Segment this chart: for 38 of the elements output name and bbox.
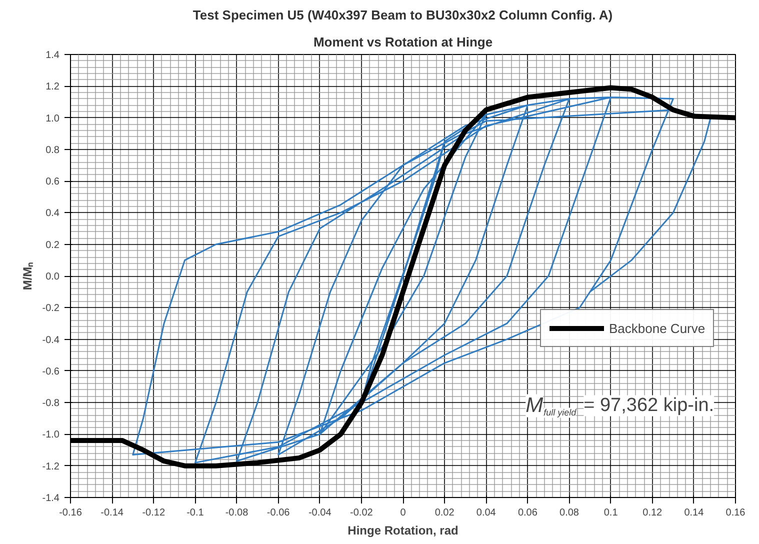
x-tick-label: 0.02 bbox=[434, 508, 455, 518]
x-tick-label: -0.16 bbox=[59, 508, 82, 518]
y-tick-label: -0.6 bbox=[42, 366, 60, 378]
x-tick-label: 0.14 bbox=[684, 508, 704, 518]
x-tick-label: -0.1 bbox=[186, 508, 204, 518]
x-tick-label: 0.08 bbox=[560, 508, 580, 518]
x-tick-label: 0.16 bbox=[726, 508, 746, 518]
y-tick-label: 0.4 bbox=[46, 208, 60, 220]
chart-title: Test Specimen U5 (W40x397 Beam to BU30x30x2 Column Config. A) bbox=[192, 8, 613, 22]
y-tick-label: 1.2 bbox=[46, 82, 60, 93]
y-tick-label: 0.6 bbox=[46, 176, 60, 188]
x-tick-label: -0.08 bbox=[225, 508, 249, 518]
x-tick-label: 0 bbox=[400, 508, 406, 518]
x-tick-label: 0.06 bbox=[518, 508, 538, 518]
y-tick-label: 0.8 bbox=[46, 144, 60, 156]
y-axis-title: M/Mₙ bbox=[20, 262, 34, 290]
y-tick-label: 1.4 bbox=[46, 50, 60, 61]
y-tick-label: 0.0 bbox=[46, 272, 60, 282]
legend-label: Backbone Curve bbox=[609, 320, 706, 336]
x-axis-title: Hinge Rotation, rad bbox=[348, 524, 458, 538]
y-tick-label: -1.4 bbox=[42, 493, 60, 504]
x-tick-label: -0.02 bbox=[350, 508, 374, 518]
chart-subtitle: Moment vs Rotation at Hinge bbox=[313, 34, 493, 50]
x-tick-label: 0.1 bbox=[604, 508, 618, 518]
y-tick-label: -1.2 bbox=[42, 461, 60, 472]
y-tick-label: -0.8 bbox=[42, 398, 60, 410]
x-tick-label: -0.06 bbox=[266, 508, 290, 518]
y-tick-label: -0.2 bbox=[42, 303, 60, 314]
x-tick-label: -0.14 bbox=[100, 508, 124, 518]
y-tick-label: 1.0 bbox=[46, 113, 60, 124]
y-tick-label: 0.2 bbox=[46, 240, 60, 251]
y-tick-label: -1.0 bbox=[42, 430, 60, 441]
x-tick-label: -0.04 bbox=[308, 508, 332, 518]
x-tick-label: -0.12 bbox=[142, 508, 166, 518]
line-series bbox=[132, 96, 712, 464]
y-tick-label: -0.4 bbox=[42, 334, 60, 346]
x-tick-label: 0.12 bbox=[642, 508, 663, 518]
x-tick-label: 0.04 bbox=[476, 508, 496, 518]
